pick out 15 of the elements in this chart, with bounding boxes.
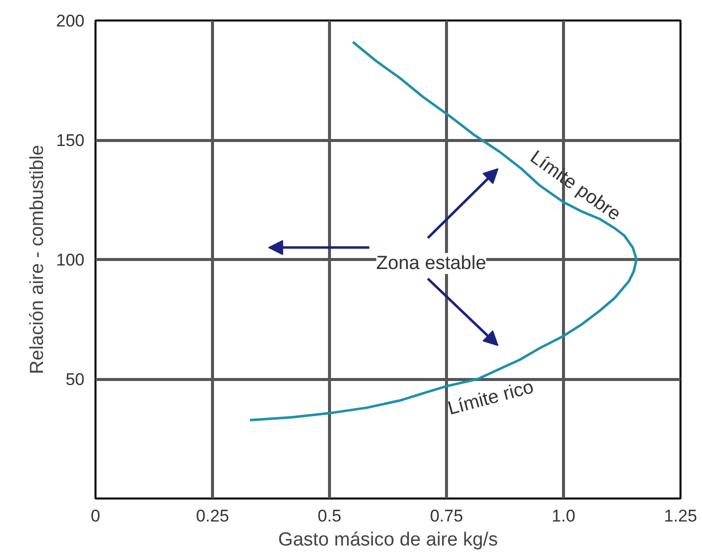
x-tick-label: 0.75 — [430, 506, 464, 526]
annotation: Zona estable — [376, 253, 486, 274]
y-tick-label: 50 — [66, 370, 85, 389]
line-series — [248, 40, 638, 422]
x-tick-label: 0.5 — [318, 506, 342, 526]
x-tick-label: 1.0 — [552, 506, 576, 526]
x-tick-label: 0 — [90, 506, 100, 526]
y-tick-label: 100 — [56, 250, 85, 270]
x-axis-title: Gasto másico de aire kg/s — [278, 530, 498, 550]
y-axis-title: Relación aire - combustible — [27, 144, 48, 374]
y-tick-label: 150 — [56, 131, 85, 150]
annotation: Límite rico — [446, 376, 536, 420]
y-tick-label: 200 — [56, 12, 85, 30]
x-tick-label: 0.25 — [196, 506, 230, 526]
x-tick-label: 1.25 — [664, 506, 698, 526]
